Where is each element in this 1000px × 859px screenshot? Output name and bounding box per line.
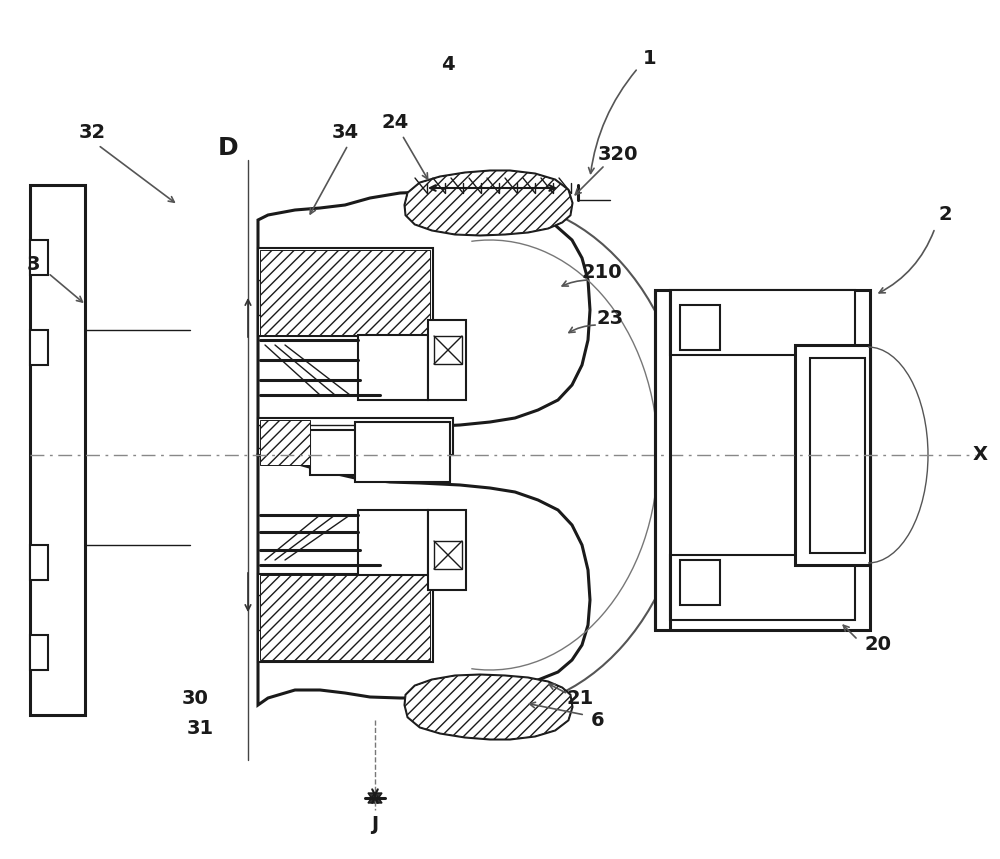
Bar [428,320,466,400]
Bar [434,336,462,364]
Bar [258,574,433,662]
Polygon shape [260,250,430,335]
Text: 210: 210 [582,263,622,282]
Bar [30,635,48,670]
Text: 320: 320 [598,145,638,165]
Bar [795,345,870,565]
Polygon shape [405,171,572,235]
Text: 6: 6 [591,710,605,729]
Bar [670,290,855,355]
Bar [810,358,865,553]
Polygon shape [368,793,382,803]
Bar [428,510,466,590]
Text: 30: 30 [182,689,208,708]
Bar [30,240,48,275]
Bar [358,335,428,400]
Text: 34: 34 [331,123,359,142]
Text: 21: 21 [566,689,594,708]
Polygon shape [260,420,310,465]
Bar [358,510,428,575]
Bar [258,248,433,336]
Bar [670,555,855,620]
Bar [434,541,462,569]
Polygon shape [405,675,572,739]
Bar [30,330,48,365]
Text: 2: 2 [938,205,952,224]
Text: 3: 3 [26,255,40,275]
Bar [355,422,450,482]
Bar [30,185,85,715]
Bar [30,545,48,580]
Bar [680,305,720,350]
Bar [258,425,408,448]
Bar [258,595,378,630]
Text: 20: 20 [864,636,892,655]
Text: J: J [371,815,379,834]
Text: 32: 32 [78,123,106,142]
Polygon shape [260,575,430,660]
Text: 31: 31 [186,718,214,738]
Bar [310,430,400,475]
Text: X: X [972,446,988,465]
Text: D: D [218,136,238,160]
Bar [258,280,378,315]
Text: 4: 4 [441,56,455,75]
Text: 24: 24 [381,113,409,131]
Bar [680,560,720,605]
Polygon shape [368,793,382,803]
Text: 23: 23 [596,308,624,327]
Bar [258,418,453,455]
Bar [655,290,870,630]
Text: 1: 1 [643,48,657,68]
